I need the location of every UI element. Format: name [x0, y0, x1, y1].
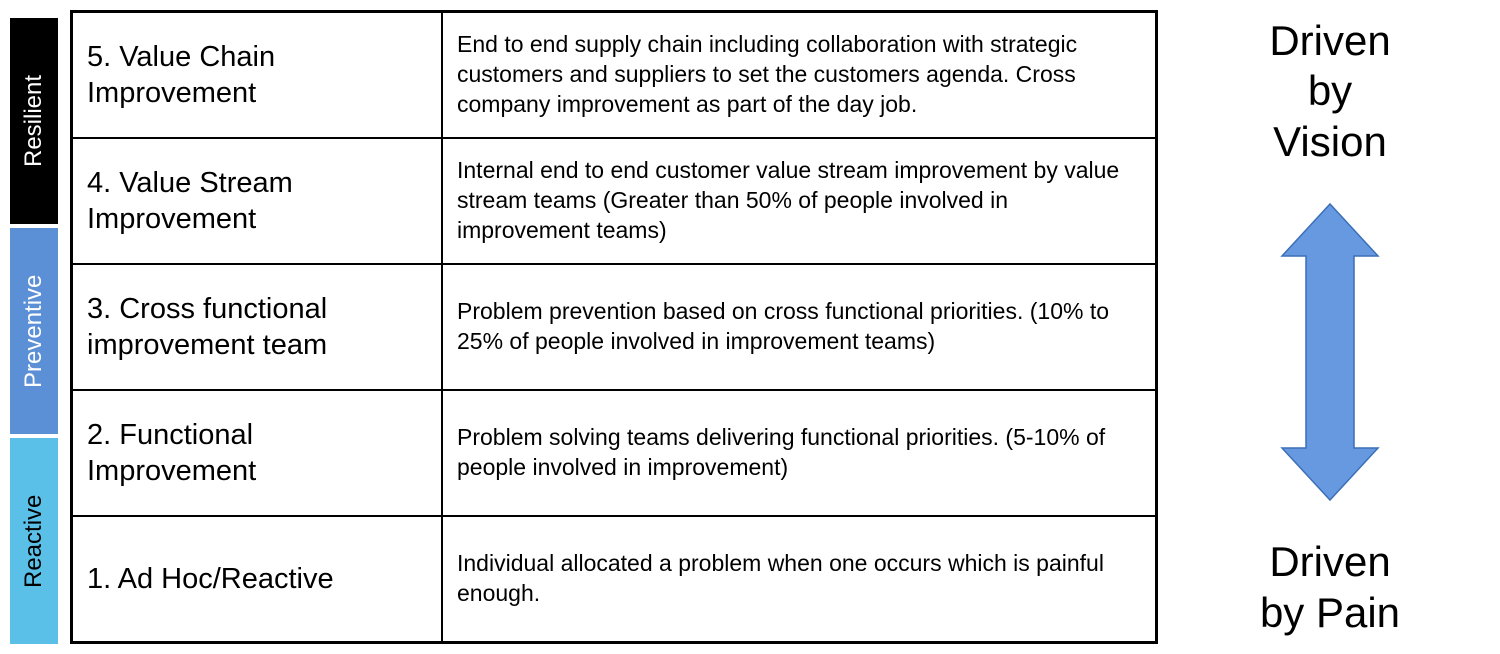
level-label: 2. Functional Improvement	[73, 391, 443, 515]
level-description: Problem prevention based on cross functi…	[443, 265, 1155, 389]
table-row: 4. Value Stream Improvement Internal end…	[73, 139, 1155, 265]
driver-top-label: Driven by Vision	[1269, 16, 1390, 167]
table-row: 2. Functional Improvement Problem solvin…	[73, 391, 1155, 517]
driver-bottom-label: Driven by Pain	[1260, 537, 1400, 638]
double-arrow-icon	[1280, 202, 1380, 502]
table-row: 3. Cross functional improvement team Pro…	[73, 265, 1155, 391]
rail-preventive: Preventive	[10, 228, 58, 434]
level-description: Individual allocated a problem when one …	[443, 517, 1155, 641]
driver-top-line2: by	[1308, 67, 1352, 114]
level-description: Internal end to end customer value strea…	[443, 139, 1155, 263]
driver-bottom-line1: Driven	[1269, 538, 1390, 585]
level-description: Problem solving teams delivering functio…	[443, 391, 1155, 515]
driver-bottom-line2: by Pain	[1260, 589, 1400, 636]
level-label: 1. Ad Hoc/Reactive	[73, 517, 443, 641]
level-label: 3. Cross functional improvement team	[73, 265, 443, 389]
level-label: 5. Value Chain Improvement	[73, 13, 443, 137]
driver-top-line3: Vision	[1273, 118, 1387, 165]
rail-reactive: Reactive	[10, 438, 58, 644]
maturity-table: 5. Value Chain Improvement End to end su…	[70, 10, 1158, 644]
table-row: 1. Ad Hoc/Reactive Individual allocated …	[73, 517, 1155, 641]
level-label: 4. Value Stream Improvement	[73, 139, 443, 263]
level-description: End to end supply chain including collab…	[443, 13, 1155, 137]
maturity-diagram: Resilient Preventive Reactive 5. Value C…	[10, 10, 1490, 644]
driver-top-line1: Driven	[1269, 17, 1390, 64]
double-arrow-wrap	[1170, 167, 1490, 537]
rail-resilient: Resilient	[10, 18, 58, 224]
table-row: 5. Value Chain Improvement End to end su…	[73, 13, 1155, 139]
drivers-column: Driven by Vision Driven by Pain	[1170, 10, 1490, 644]
category-rail: Resilient Preventive Reactive	[10, 10, 58, 644]
